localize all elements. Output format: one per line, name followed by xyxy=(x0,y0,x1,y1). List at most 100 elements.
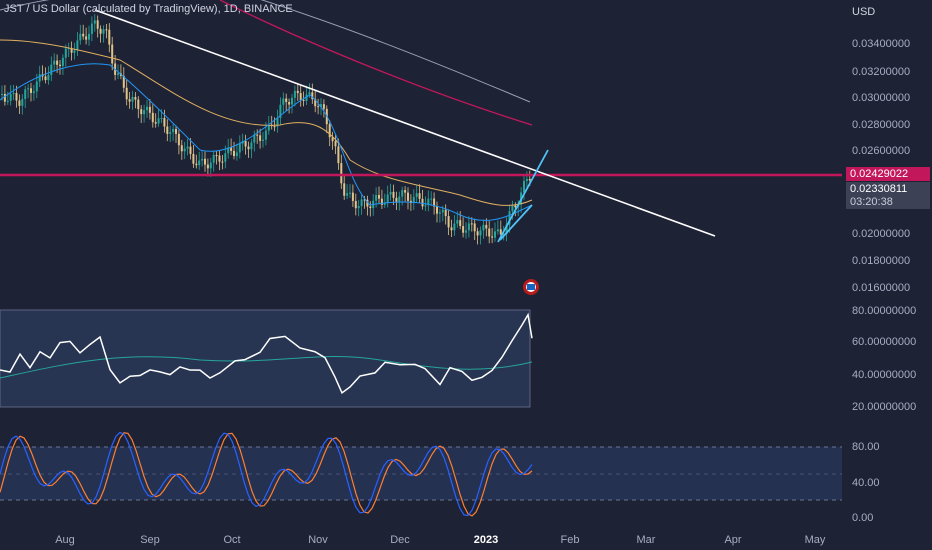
candle-body xyxy=(172,128,175,133)
candle-body xyxy=(201,158,204,161)
candle-body xyxy=(450,227,453,231)
candle-body xyxy=(230,147,233,151)
candle-body xyxy=(473,223,476,232)
candle-body xyxy=(485,224,488,229)
candle-body xyxy=(470,223,473,225)
candle-body xyxy=(67,48,70,50)
candle-body xyxy=(96,20,99,29)
price-label: 0.03400000 xyxy=(852,38,911,50)
candle-body xyxy=(430,198,433,200)
candle-body xyxy=(436,206,438,214)
candle-body xyxy=(262,139,264,141)
time-axis[interactable]: Aug Sep Oct Nov Dec 2023 Feb Mar Apr May xyxy=(0,530,932,550)
candle-body xyxy=(528,178,531,181)
candle-body xyxy=(441,209,444,213)
candle-body xyxy=(299,93,302,100)
candle-body xyxy=(453,223,456,231)
candle-body xyxy=(343,183,346,196)
rsi-band xyxy=(0,309,531,408)
candle-body xyxy=(143,110,146,115)
candle-body xyxy=(90,23,93,34)
candle-body xyxy=(401,190,404,197)
candle-body xyxy=(433,198,436,207)
time-label-may: May xyxy=(804,534,826,546)
candle-body xyxy=(235,152,238,157)
candle-body xyxy=(175,128,177,134)
candle-body xyxy=(499,229,502,235)
candle-body xyxy=(285,98,288,102)
candle-body xyxy=(438,212,441,214)
candle-body xyxy=(259,135,262,141)
candle-body xyxy=(514,205,517,208)
candle-body xyxy=(491,236,494,238)
candle-body xyxy=(189,146,192,154)
candle-body xyxy=(415,193,418,197)
candle-body xyxy=(465,230,467,233)
candle-body xyxy=(238,143,241,153)
candle-body xyxy=(24,89,27,99)
candle-body xyxy=(85,36,88,40)
candle-body xyxy=(79,33,82,41)
candle-body xyxy=(177,133,180,146)
stoch-axis-label: 0.00 xyxy=(852,512,874,524)
candle-body xyxy=(166,126,169,134)
candle-body xyxy=(476,231,479,236)
candle-body xyxy=(224,153,227,162)
candle-body xyxy=(21,98,24,106)
candle-body xyxy=(511,205,514,212)
candle-body xyxy=(59,64,61,66)
candlestick-series xyxy=(1,14,531,245)
candle-body xyxy=(334,141,337,147)
candle-body xyxy=(412,196,415,204)
chart-title: JST / US Dollar (calculated by TradingVi… xyxy=(4,3,293,15)
candle-body xyxy=(525,178,528,182)
candle-body xyxy=(328,124,331,138)
candle-body xyxy=(61,57,64,66)
ma-20-line xyxy=(0,63,533,221)
candle-body xyxy=(125,87,128,100)
candle-body xyxy=(308,92,311,95)
time-label-aug: Aug xyxy=(55,534,75,546)
candle-body xyxy=(264,130,267,140)
time-label-2023: 2023 xyxy=(473,534,499,546)
candle-body xyxy=(250,142,253,150)
candle-body xyxy=(404,190,407,193)
price-label: 0.01800000 xyxy=(852,255,911,267)
chart-area[interactable]: JST / US Dollar (calculated by TradingVi… xyxy=(0,0,842,530)
price-axis[interactable]: USD 0.03400000 0.03200000 0.03000000 0.0… xyxy=(842,0,932,530)
candle-body xyxy=(302,99,305,101)
candle-body xyxy=(108,29,111,45)
candle-body xyxy=(479,230,482,236)
candle-body xyxy=(204,158,206,165)
candle-body xyxy=(311,92,314,100)
us-flag-event-icon[interactable] xyxy=(523,279,539,295)
candle-body xyxy=(508,211,511,225)
time-label-nov: Nov xyxy=(308,534,328,546)
candle-body xyxy=(494,231,496,238)
candle-body xyxy=(82,33,85,37)
candle-body xyxy=(38,74,41,82)
candle-body xyxy=(462,226,465,233)
stoch-band xyxy=(0,447,842,500)
candle-body xyxy=(35,81,38,92)
candle-body xyxy=(154,122,157,124)
price-chart[interactable] xyxy=(0,0,842,530)
candle-body xyxy=(369,206,372,208)
channel-lower-line xyxy=(499,204,533,241)
candle-body xyxy=(70,48,73,53)
candle-body xyxy=(186,146,189,149)
candle-body xyxy=(288,101,291,105)
candle-body xyxy=(276,117,279,127)
stoch-k-line xyxy=(0,431,533,517)
candle-body xyxy=(47,74,50,81)
candle-body xyxy=(456,220,459,224)
candle-body xyxy=(3,93,6,102)
candle-body xyxy=(192,153,195,164)
candle-body xyxy=(247,146,250,150)
candle-body xyxy=(53,60,56,65)
candle-body xyxy=(488,228,491,237)
candle-body xyxy=(117,73,119,75)
time-label-mar: Mar xyxy=(636,534,656,546)
candle-body xyxy=(195,163,198,166)
candle-body xyxy=(27,88,30,90)
